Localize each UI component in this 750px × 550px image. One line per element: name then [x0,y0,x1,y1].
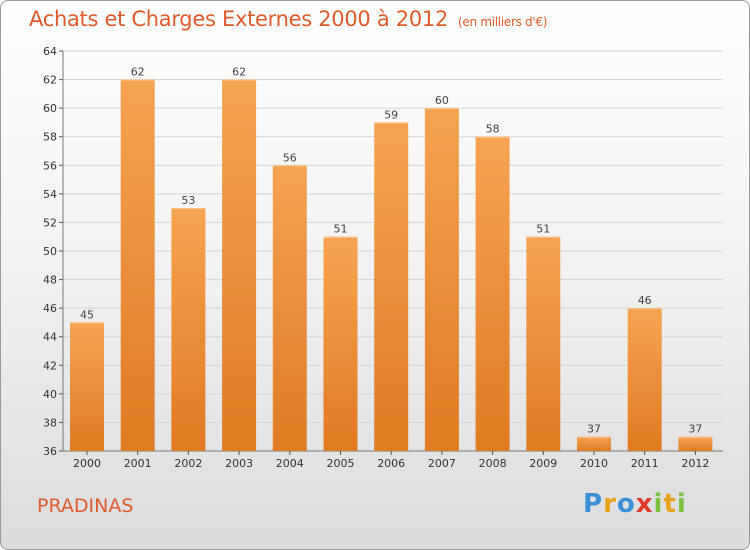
y-tick-label: 60 [43,102,57,115]
data-label: 56 [283,151,297,164]
y-tick-label: 62 [43,74,57,87]
city-name: PRADINAS [37,495,134,517]
x-tick-label: 2007 [428,457,456,470]
bar-2012[interactable] [678,436,713,451]
bar-2011[interactable] [627,308,662,451]
y-tick-label: 38 [43,416,57,429]
bar-2001[interactable] [120,79,155,452]
x-tick-label: 2011 [631,457,659,470]
logo-letter: o [616,489,636,519]
y-tick-label: 50 [43,245,57,258]
bar-2000[interactable] [70,322,104,451]
x-tick-label: 2000 [73,457,101,470]
data-label: 53 [181,194,195,207]
y-tick-label: 56 [43,159,57,172]
bar-2007[interactable] [424,108,459,452]
data-label: 51 [536,223,550,236]
data-label: 60 [435,94,449,107]
data-label: 62 [232,66,246,79]
x-tick-label: 2003 [225,457,253,470]
chart-title: Achats et Charges Externes 2000 à 2012 (e… [29,7,547,31]
chart-title-text: Achats et Charges Externes 2000 à 2012 [29,7,449,31]
labels: 36 38 40 42 44 46 48 50 52 54 56 58 60 62 64 45 2000 62 20… [43,45,709,470]
logo-letter: x [635,489,654,519]
data-label: 37 [688,423,702,436]
x-tick-label: 2008 [479,457,507,470]
logo-letter: i [676,489,687,519]
data-label: 51 [334,223,348,236]
logo-letter: i [653,489,664,519]
proxiti-logo[interactable]: Proxiti [583,489,687,519]
x-tick-label: 2001 [124,457,152,470]
x-tick-label: 2010 [580,457,608,470]
data-label: 58 [486,123,500,136]
bar-2006[interactable] [374,122,409,451]
bar-2005[interactable] [323,236,358,451]
bar-2009[interactable] [526,236,561,451]
data-label: 37 [587,423,601,436]
logo-letter: r [603,489,617,519]
logo-letter: P [583,489,604,519]
x-tick-label: 2009 [529,457,557,470]
data-label: 46 [638,294,652,307]
y-tick-label: 40 [43,388,57,401]
data-label: 59 [384,108,398,121]
bar-2010[interactable] [577,436,611,451]
y-tick-label: 44 [43,331,57,344]
bar-2004[interactable] [272,165,307,452]
data-label: 62 [131,66,145,79]
bar-2002[interactable] [171,208,206,451]
y-tick-label: 58 [43,131,57,144]
y-tick-label: 36 [43,445,57,458]
bar-2008[interactable] [475,136,510,451]
x-tick-label: 2005 [327,457,355,470]
x-tick-label: 2002 [174,457,202,470]
data-label: 45 [80,308,94,321]
logo-letter: t [663,489,677,519]
y-tick-label: 52 [43,216,57,229]
y-tick-label: 42 [43,359,57,372]
x-tick-label: 2006 [377,457,405,470]
y-tick-label: 54 [43,188,57,201]
bars [70,79,713,452]
x-tick-label: 2012 [681,457,709,470]
chart-unit: (en milliers d'€) [458,15,548,29]
y-tick-label: 48 [43,274,57,287]
y-tick-label: 46 [43,302,57,315]
bar-2003[interactable] [222,79,257,452]
y-tick-label: 64 [43,45,57,58]
x-tick-label: 2004 [276,457,304,470]
